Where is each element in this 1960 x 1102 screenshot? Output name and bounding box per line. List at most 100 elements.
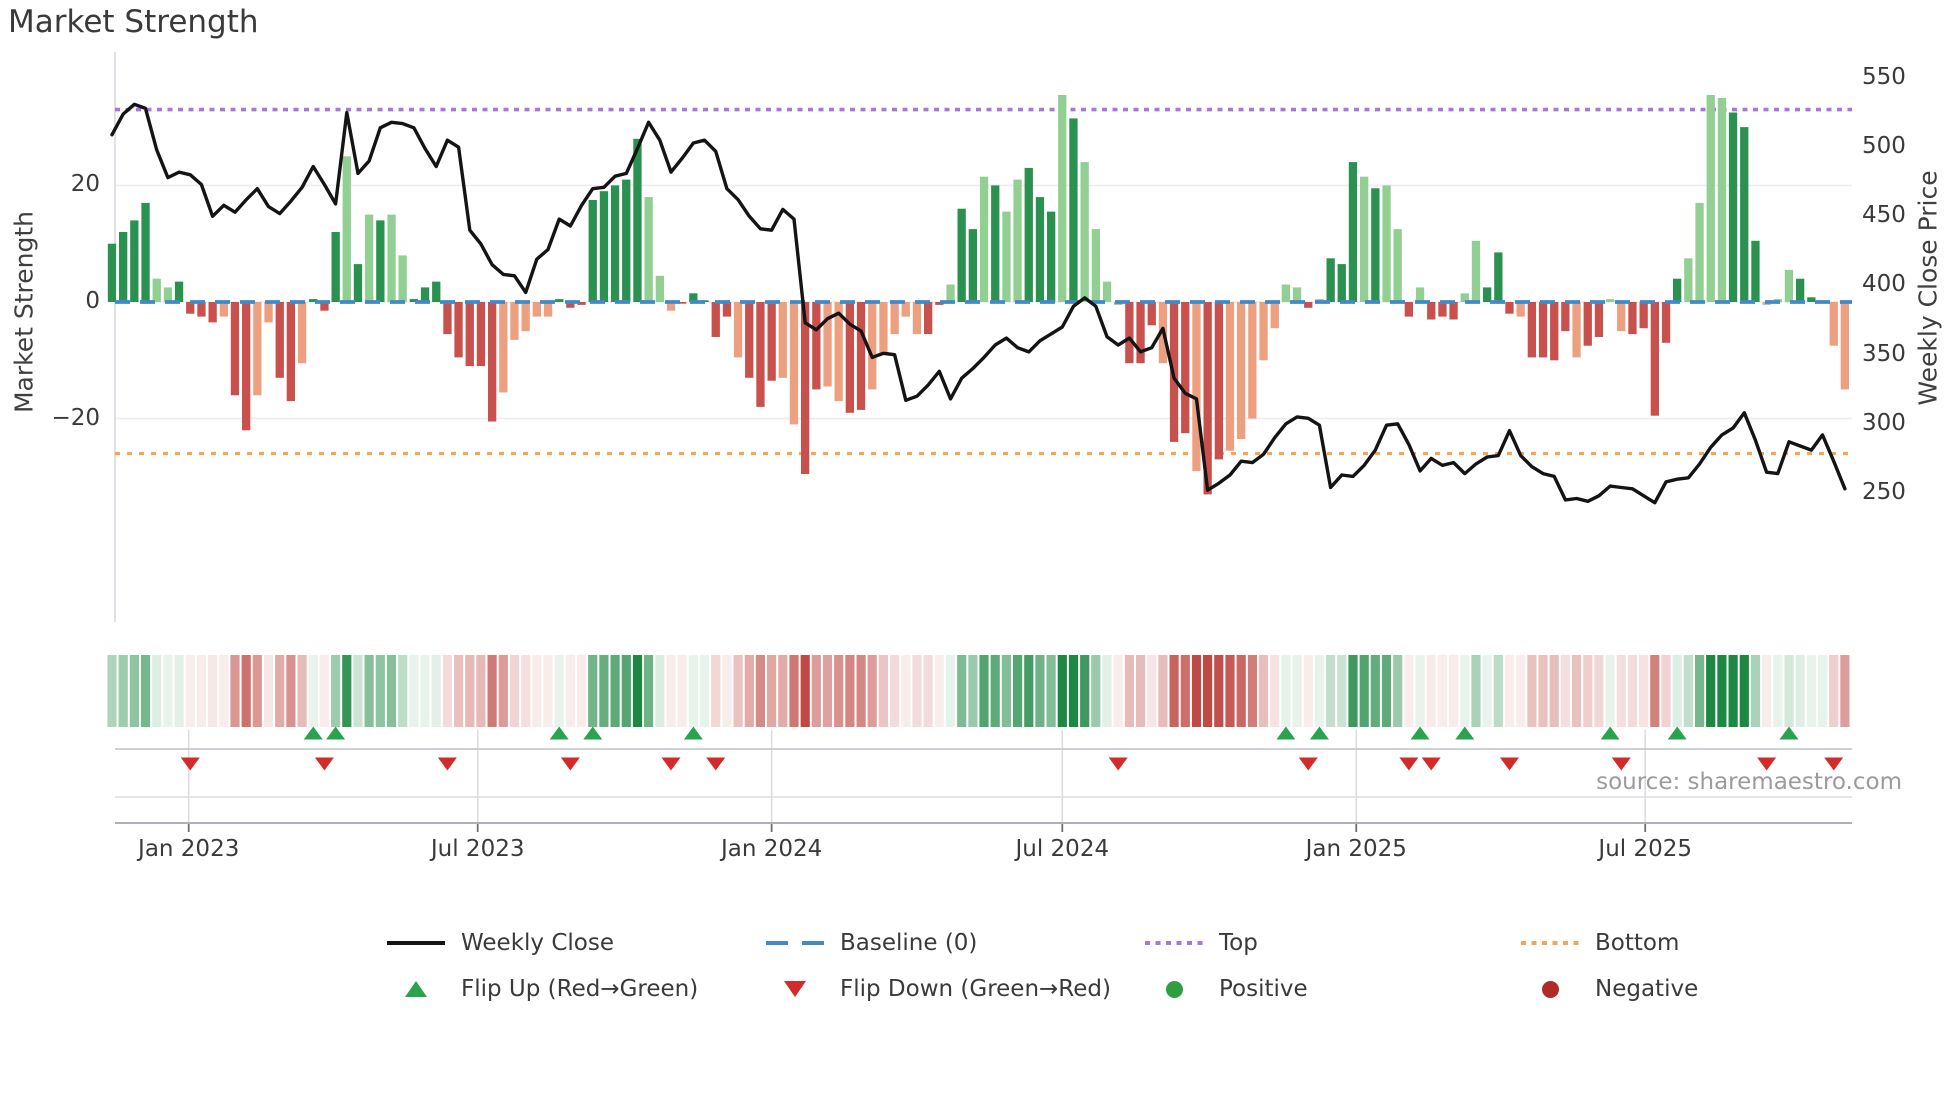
heatmap-cell [1817, 655, 1828, 727]
strength-bar [957, 208, 966, 302]
strength-bar [163, 287, 173, 302]
strength-bar [756, 302, 765, 407]
strength-bar [1505, 302, 1514, 314]
strength-bar [1572, 302, 1581, 358]
heatmap-cell [1203, 655, 1213, 727]
legend-item-top: Top [1145, 928, 1258, 958]
legend-label: Weekly Close [461, 930, 614, 956]
strength-bar [1561, 302, 1570, 332]
heatmap-cell [1068, 655, 1079, 727]
flip-down-marker [1399, 757, 1419, 771]
x-axis-tick-label: Jan 2023 [138, 836, 240, 862]
strength-bar [1203, 302, 1212, 495]
bottom-dotted-swatch-icon [1521, 941, 1579, 945]
heatmap-cell [476, 655, 486, 727]
strength-bar [1538, 302, 1548, 358]
heatmap-cell [577, 655, 587, 727]
flip-up-marker [1455, 726, 1475, 740]
strength-bar [1796, 278, 1805, 302]
heatmap-cell [386, 655, 397, 727]
strength-bar [1002, 211, 1011, 302]
strength-bar [689, 293, 698, 302]
heatmap-cell [1158, 655, 1168, 727]
heatmap-cell [934, 655, 944, 727]
legend-label: Flip Down (Green→Red) [840, 976, 1111, 1002]
flip-down-marker [1298, 757, 1318, 771]
strength-bar [1125, 302, 1134, 364]
heatmap-cell [1180, 655, 1190, 727]
strength-bar [342, 156, 351, 303]
left-axis-tick-label: 0 [85, 288, 100, 314]
heatmap-cell [465, 655, 475, 727]
strength-bar [823, 302, 832, 387]
flip-down-marker [437, 757, 457, 771]
heatmap-cell [1471, 655, 1481, 727]
heatmap-cell [834, 655, 844, 727]
strength-bar [174, 281, 184, 302]
chart-title: Market Strength [8, 4, 259, 40]
heatmap-cell [297, 655, 307, 727]
heatmap-cell [1750, 655, 1761, 727]
flip-down-marker [1500, 757, 1519, 771]
heatmap-cell [1739, 655, 1749, 727]
weekly-close-line-swatch-icon [387, 941, 445, 945]
x-axis-tick-label: Jul 2023 [430, 836, 525, 862]
heatmap-cell [1080, 655, 1090, 727]
strength-bar [1751, 240, 1760, 302]
heatmap-cell [655, 655, 665, 727]
strength-bar [1516, 302, 1525, 317]
strength-bar [532, 302, 541, 317]
heatmap-cell [1359, 655, 1369, 727]
strength-bar [566, 302, 575, 308]
heatmap-cell [1538, 655, 1548, 727]
strength-bar [1013, 179, 1022, 302]
strength-bar [1136, 302, 1145, 364]
right-axis-tick-label: 500 [1862, 133, 1906, 160]
strength-bar [588, 200, 597, 302]
heatmap-cell [811, 655, 821, 727]
strength-bar [678, 302, 687, 304]
heatmap-cell [901, 655, 911, 727]
legend-label: Negative [1595, 976, 1699, 1002]
flip-up-marker [549, 726, 569, 740]
strength-bar [286, 302, 295, 402]
strength-bar [1058, 95, 1067, 302]
strength-bar [1673, 278, 1682, 302]
heatmap-cell [699, 655, 710, 727]
heatmap-cell [1549, 655, 1559, 727]
heatmap-cell [1516, 655, 1526, 727]
strength-bar [432, 281, 441, 302]
heatmap-cell [945, 655, 956, 727]
strength-bar [1550, 302, 1559, 361]
strength-bar [1415, 287, 1425, 302]
flip-up-marker [583, 726, 603, 740]
heatmap-cell [666, 655, 676, 727]
heatmap-cell [565, 655, 575, 727]
strength-bar [297, 302, 307, 364]
heatmap-cell [1348, 655, 1358, 727]
legend-label: Flip Up (Red→Green) [461, 976, 699, 1002]
strength-bar [186, 302, 195, 314]
strength-bar [622, 179, 631, 302]
strength-bar [845, 302, 854, 413]
strength-bar [1237, 302, 1246, 439]
flip-down-marker [560, 757, 580, 771]
baseline-dash-swatch-icon [766, 941, 824, 945]
strength-bar [1035, 197, 1045, 302]
strength-bar [264, 302, 273, 323]
strength-bar [1661, 302, 1671, 343]
strength-bar [1606, 299, 1615, 302]
strength-bar [1527, 302, 1536, 358]
strength-bar [197, 302, 206, 317]
strength-bar [1102, 281, 1112, 302]
heatmap-cell [1594, 655, 1604, 727]
heatmap-cell [1728, 655, 1738, 727]
right-axis-tick-label: 450 [1862, 202, 1906, 229]
heatmap-cell [1057, 655, 1067, 727]
strength-bar [912, 302, 922, 335]
heatmap-cell [610, 655, 620, 727]
strength-bar [275, 302, 284, 378]
heatmap-cell [208, 655, 218, 727]
strength-bar [331, 232, 340, 302]
strength-bar [1326, 258, 1335, 302]
